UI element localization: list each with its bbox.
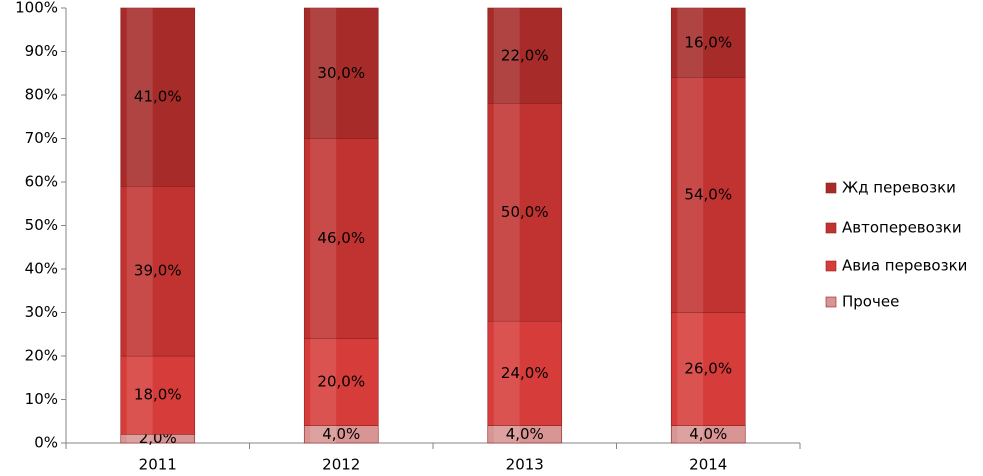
x-tick-label: 2013	[506, 456, 544, 474]
data-label: 24,0%	[501, 364, 549, 382]
bar-segment	[670, 7, 746, 78]
bar-segment	[670, 312, 746, 426]
bar-shine	[493, 8, 520, 104]
bar-shine	[493, 321, 520, 426]
data-label: 50,0%	[501, 203, 549, 221]
x-tick-label: 2012	[322, 456, 360, 474]
y-tick-label: 80%	[25, 86, 58, 104]
legend-label: Автоперевозки	[842, 219, 962, 237]
data-label: 18,0%	[134, 386, 182, 404]
bar-segment	[120, 7, 196, 187]
y-tick-label: 70%	[25, 129, 58, 147]
y-tick-label: 40%	[25, 260, 58, 278]
bar-segment	[120, 186, 196, 357]
y-tick-label: 90%	[25, 42, 58, 60]
bar-shine	[677, 8, 704, 78]
data-label: 22,0%	[501, 46, 549, 64]
bar-shine	[126, 8, 153, 187]
legend-label: Авиа перевозки	[842, 257, 967, 275]
y-tick-label: 100%	[15, 0, 58, 17]
legend-swatch	[825, 182, 837, 194]
bar-segment	[670, 77, 746, 313]
y-tick-label: 60%	[25, 173, 58, 191]
data-label: 39,0%	[134, 262, 182, 280]
bar-shine	[677, 425, 704, 443]
y-tick-label: 0%	[34, 434, 58, 452]
bar-segment	[487, 7, 563, 104]
x-tick-label: 2014	[689, 456, 727, 474]
bar-segment	[303, 338, 379, 426]
data-label: 16,0%	[684, 33, 732, 51]
y-tick-label: 10%	[25, 390, 58, 408]
data-label: 4,0%	[322, 425, 360, 443]
bar-shine	[310, 8, 337, 139]
bar-shine	[493, 425, 520, 443]
bar-segment	[303, 7, 379, 139]
bar-shine	[126, 356, 153, 435]
bar-shine	[677, 312, 704, 426]
bar-shine	[126, 186, 153, 356]
data-label: 4,0%	[689, 425, 727, 443]
data-label: 26,0%	[684, 360, 732, 378]
legend-swatch	[825, 260, 837, 272]
data-label: 41,0%	[134, 88, 182, 106]
y-tick-label: 20%	[25, 347, 58, 365]
y-tick-label: 30%	[25, 303, 58, 321]
y-tick-label: 50%	[25, 216, 58, 234]
data-label: 46,0%	[317, 229, 365, 247]
legend-swatch	[825, 222, 837, 234]
data-label: 54,0%	[684, 186, 732, 204]
data-label: 30,0%	[317, 64, 365, 82]
bar-shine	[310, 338, 337, 426]
bar-shine	[677, 77, 704, 313]
legend-label: Жд перевозки	[842, 179, 956, 197]
legend-swatch	[825, 296, 837, 308]
bar-segment	[487, 320, 563, 426]
bar-segment	[303, 138, 379, 339]
bar-shine	[493, 103, 520, 322]
bar-shine	[126, 434, 153, 443]
data-label: 4,0%	[506, 425, 544, 443]
bar-shine	[310, 138, 337, 339]
legend-label: Прочее	[842, 293, 899, 311]
bar-shine	[310, 425, 337, 443]
x-tick-label: 2011	[139, 456, 177, 474]
bar-segment	[120, 355, 196, 435]
data-label: 20,0%	[317, 373, 365, 391]
bar-segment	[487, 103, 563, 322]
